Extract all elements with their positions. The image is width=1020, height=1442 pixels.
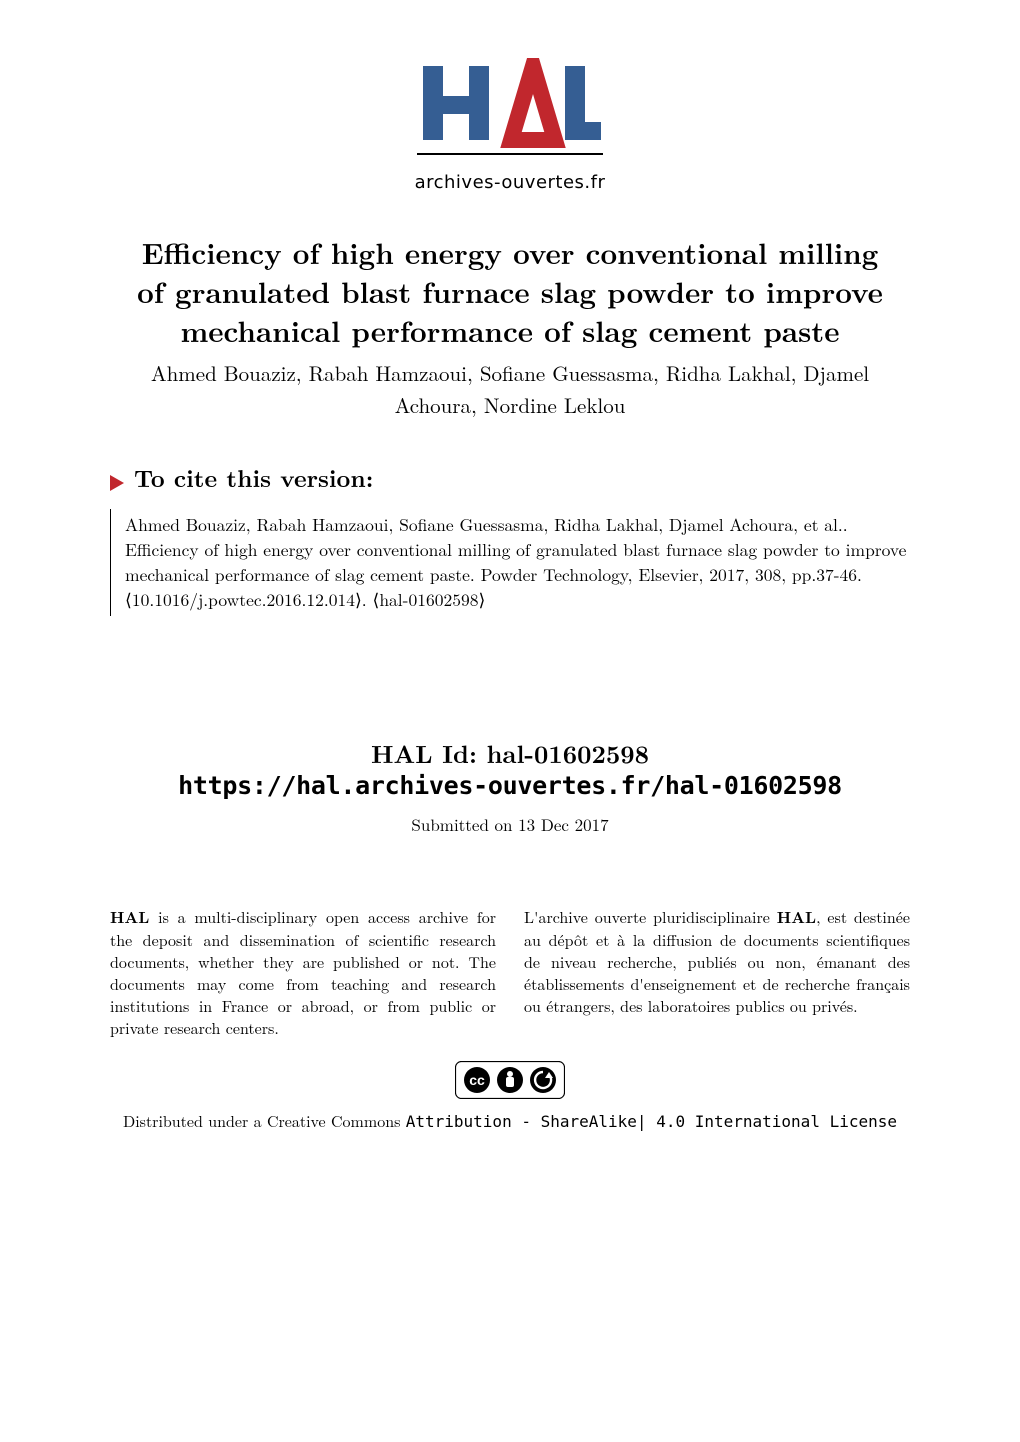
license-text: Distributed under a Creative Commons Att… [110,1110,910,1133]
citation-body: Ahmed Bouaziz, Rabah Hamzaoui, Sofiane G… [110,509,910,616]
cite-heading-text: To cite this version: [134,461,373,495]
hal-description-fr: L'archive ouverte pluridisciplinaire HAL… [524,906,910,1038]
hal-id: HAL Id: hal-01602598 [110,736,910,771]
hal-pre-fr: L'archive ouverte pluridisciplinaire [524,905,777,928]
svg-text:cc: cc [469,1072,485,1088]
triangle-icon [110,465,126,499]
submitted-date: Submitted on 13 Dec 2017 [110,812,910,836]
logo-caption: archives-ouvertes.fr [415,172,606,193]
cite-heading: To cite this version: [110,461,910,499]
hal-bold-fr: HAL [777,905,816,928]
hal-text-en: is a multi-disciplinary open access arch… [110,905,496,1038]
hal-logo: archives-ouvertes.fr [415,58,606,193]
hal-description: HAL is a multi-disciplinary open access … [110,906,910,1038]
license-link[interactable]: Attribution - ShareAlike| 4.0 Internatio… [406,1112,897,1131]
paper-authors: Ahmed Bouaziz, Rabah Hamzaoui, Sofiane G… [130,358,890,421]
hal-url[interactable]: https://hal.archives-ouvertes.fr/hal-016… [110,771,910,800]
hal-description-en: HAL is a multi-disciplinary open access … [110,906,496,1038]
license-prefix: Distributed under a Creative Commons [123,1109,406,1132]
paper-title: Efficiency of high energy over conventio… [130,233,890,350]
cc-badge-icon: cc [455,1061,565,1104]
hal-bold-en: HAL [110,905,149,928]
